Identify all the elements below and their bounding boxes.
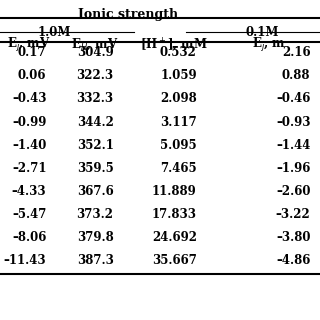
Text: 2.16: 2.16 <box>282 46 310 60</box>
Text: –2.60: –2.60 <box>276 185 310 198</box>
Text: 17.833: 17.833 <box>152 208 197 221</box>
Text: –0.43: –0.43 <box>12 92 46 106</box>
Text: 0.06: 0.06 <box>18 69 46 83</box>
Text: 7.465: 7.465 <box>160 162 197 175</box>
Text: 1.0M: 1.0M <box>38 26 71 39</box>
Text: –0.93: –0.93 <box>276 116 310 129</box>
Text: E$_j$, mV: E$_j$, mV <box>7 36 51 54</box>
Text: 0.88: 0.88 <box>282 69 310 83</box>
Text: 24.692: 24.692 <box>152 231 197 244</box>
Text: Ionic strength: Ionic strength <box>78 8 178 21</box>
Text: E$_j$, m: E$_j$, m <box>252 36 286 54</box>
Text: 379.8: 379.8 <box>77 231 114 244</box>
Text: [H$^+$], mM: [H$^+$], mM <box>140 36 208 53</box>
Text: 304.9: 304.9 <box>77 46 114 60</box>
Text: 352.1: 352.1 <box>77 139 114 152</box>
Text: –1.44: –1.44 <box>276 139 310 152</box>
Text: 5.095: 5.095 <box>160 139 197 152</box>
Text: 35.667: 35.667 <box>152 254 197 267</box>
Text: 0.532: 0.532 <box>160 46 197 60</box>
Text: –0.99: –0.99 <box>12 116 46 129</box>
Text: 0.1M: 0.1M <box>246 26 279 39</box>
Text: 359.5: 359.5 <box>77 162 114 175</box>
Text: 373.2: 373.2 <box>76 208 114 221</box>
Text: 3.117: 3.117 <box>160 116 197 129</box>
Text: –0.46: –0.46 <box>276 92 310 106</box>
Text: –3.22: –3.22 <box>276 208 310 221</box>
Text: 0.17: 0.17 <box>18 46 46 60</box>
Text: 1.059: 1.059 <box>160 69 197 83</box>
Text: 322.3: 322.3 <box>76 69 114 83</box>
Text: 344.2: 344.2 <box>77 116 114 129</box>
Text: –2.71: –2.71 <box>12 162 46 175</box>
Text: –8.06: –8.06 <box>12 231 46 244</box>
Text: 367.6: 367.6 <box>77 185 114 198</box>
Text: 332.3: 332.3 <box>76 92 114 106</box>
Text: –3.80: –3.80 <box>276 231 310 244</box>
Text: –1.96: –1.96 <box>276 162 310 175</box>
Text: 2.098: 2.098 <box>160 92 197 106</box>
Text: 11.889: 11.889 <box>152 185 197 198</box>
Text: –4.86: –4.86 <box>276 254 310 267</box>
Text: –4.33: –4.33 <box>12 185 46 198</box>
Text: 387.3: 387.3 <box>77 254 114 267</box>
Text: –5.47: –5.47 <box>12 208 46 221</box>
Text: –1.40: –1.40 <box>12 139 46 152</box>
Text: E$_H$, mV: E$_H$, mV <box>71 36 118 52</box>
Text: –11.43: –11.43 <box>4 254 46 267</box>
